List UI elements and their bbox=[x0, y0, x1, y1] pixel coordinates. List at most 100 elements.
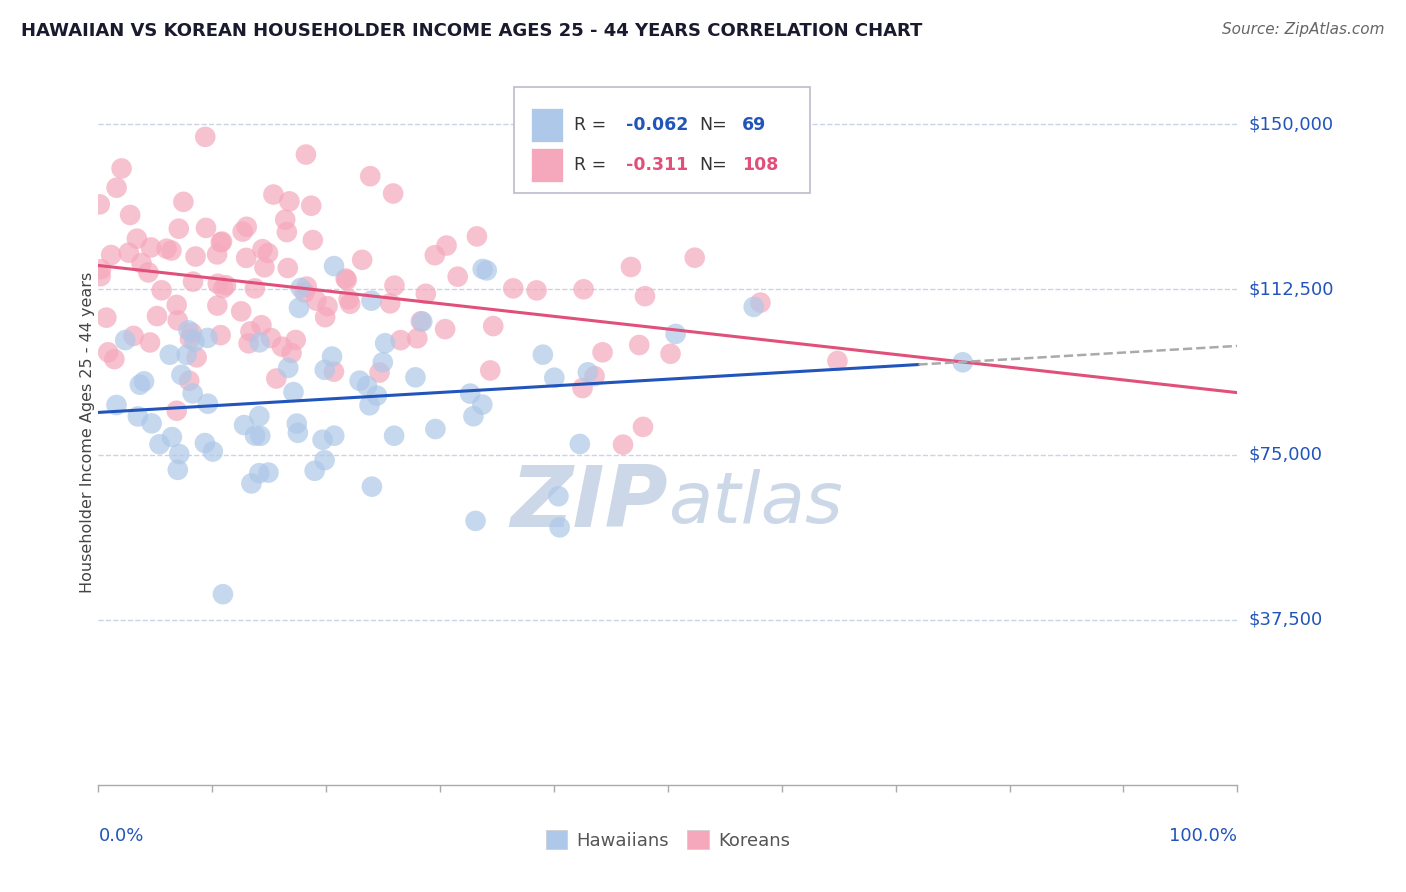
Point bbox=[181, 386, 204, 401]
Point bbox=[166, 313, 188, 327]
Point bbox=[295, 279, 318, 293]
Point bbox=[547, 489, 569, 503]
Point bbox=[89, 197, 111, 211]
Text: R =: R = bbox=[575, 156, 612, 174]
Point bbox=[138, 265, 160, 279]
Point bbox=[465, 229, 488, 244]
Point bbox=[425, 422, 447, 436]
Point bbox=[277, 260, 299, 275]
Text: N=: N= bbox=[700, 156, 727, 174]
Point bbox=[323, 259, 346, 273]
Point bbox=[321, 350, 343, 364]
Point bbox=[380, 296, 402, 310]
Point bbox=[197, 397, 219, 411]
Point bbox=[209, 235, 232, 250]
Point bbox=[141, 417, 163, 431]
Point bbox=[434, 322, 457, 336]
Point bbox=[287, 425, 309, 440]
Point bbox=[207, 277, 229, 291]
Point bbox=[415, 286, 437, 301]
Point bbox=[404, 370, 426, 384]
Point bbox=[458, 386, 481, 401]
Point bbox=[131, 256, 153, 270]
Point bbox=[382, 428, 405, 442]
Point bbox=[207, 299, 229, 313]
Point bbox=[276, 225, 298, 239]
Point bbox=[742, 300, 765, 314]
Text: -0.062: -0.062 bbox=[626, 116, 688, 134]
Point bbox=[139, 335, 162, 350]
Point bbox=[238, 336, 260, 351]
Point bbox=[132, 375, 155, 389]
Point bbox=[172, 194, 194, 209]
Point bbox=[301, 233, 323, 247]
Text: HAWAIIAN VS KOREAN HOUSEHOLDER INCOME AGES 25 - 44 YEARS CORRELATION CHART: HAWAIIAN VS KOREAN HOUSEHOLDER INCOME AG… bbox=[21, 22, 922, 40]
Text: -0.311: -0.311 bbox=[626, 156, 688, 174]
Point bbox=[335, 271, 357, 285]
Point bbox=[568, 437, 591, 451]
Text: $112,500: $112,500 bbox=[1249, 280, 1334, 299]
Point bbox=[160, 430, 183, 444]
Point bbox=[127, 409, 149, 424]
Point bbox=[278, 194, 301, 209]
Point bbox=[239, 324, 262, 338]
Point bbox=[243, 281, 266, 295]
Point bbox=[683, 251, 706, 265]
Point bbox=[571, 381, 593, 395]
Text: $150,000: $150,000 bbox=[1249, 115, 1333, 133]
Point bbox=[105, 398, 128, 412]
Point bbox=[612, 437, 634, 451]
Point bbox=[631, 420, 654, 434]
Text: $37,500: $37,500 bbox=[1249, 611, 1323, 629]
Point bbox=[360, 293, 382, 308]
Point bbox=[531, 348, 554, 362]
Point bbox=[183, 334, 205, 349]
Point bbox=[211, 235, 233, 249]
Point bbox=[166, 463, 188, 477]
Point bbox=[103, 352, 125, 367]
Point bbox=[384, 278, 406, 293]
Point bbox=[209, 328, 232, 343]
Point bbox=[215, 278, 238, 293]
Point bbox=[659, 347, 682, 361]
Point bbox=[304, 464, 326, 478]
Point bbox=[382, 186, 405, 201]
Point bbox=[628, 338, 651, 352]
Point bbox=[179, 332, 201, 346]
FancyBboxPatch shape bbox=[515, 87, 810, 193]
Text: atlas: atlas bbox=[668, 468, 842, 538]
Point bbox=[257, 246, 280, 260]
Point bbox=[120, 208, 142, 222]
Text: ZIP: ZIP bbox=[510, 461, 668, 545]
Point bbox=[288, 301, 311, 315]
Point bbox=[235, 251, 257, 265]
Point bbox=[184, 250, 207, 264]
Text: 108: 108 bbox=[742, 156, 779, 174]
Point bbox=[180, 326, 202, 340]
Point bbox=[212, 587, 235, 601]
Point bbox=[100, 248, 122, 262]
Point bbox=[176, 348, 198, 362]
Text: 100.0%: 100.0% bbox=[1170, 827, 1237, 846]
Point bbox=[262, 187, 284, 202]
Point bbox=[952, 355, 974, 369]
Point bbox=[181, 275, 204, 289]
Point bbox=[90, 269, 112, 284]
Point bbox=[177, 323, 200, 337]
Point bbox=[118, 245, 141, 260]
Point bbox=[634, 289, 657, 303]
Point bbox=[96, 310, 118, 325]
FancyBboxPatch shape bbox=[531, 108, 562, 142]
Point bbox=[665, 326, 688, 341]
Point bbox=[463, 409, 485, 424]
Point bbox=[592, 345, 614, 359]
Point bbox=[482, 319, 505, 334]
Point bbox=[548, 520, 571, 534]
Text: 0.0%: 0.0% bbox=[98, 827, 143, 846]
Point bbox=[148, 437, 170, 451]
Point bbox=[311, 433, 333, 447]
Point bbox=[201, 444, 224, 458]
Point bbox=[235, 219, 257, 234]
Point bbox=[576, 365, 599, 379]
Point bbox=[352, 252, 374, 267]
